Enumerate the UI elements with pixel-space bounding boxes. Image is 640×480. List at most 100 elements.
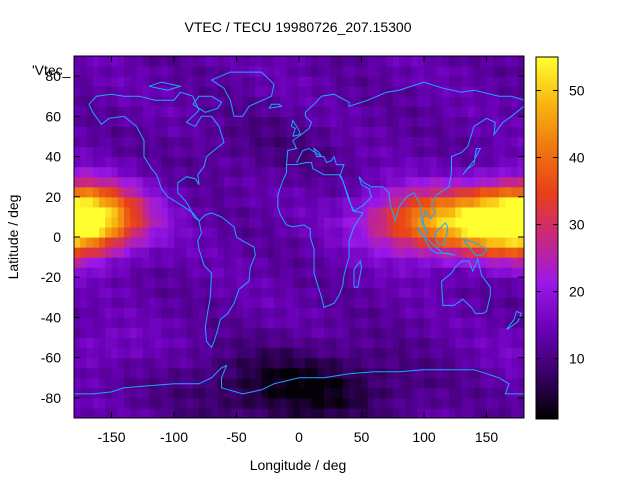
heatmap-cell	[499, 76, 506, 87]
heatmap-cell	[386, 357, 394, 369]
heatmap-cell	[374, 277, 381, 288]
heatmap-cell	[105, 186, 113, 198]
heatmap-cell	[286, 347, 294, 359]
heatmap-cell	[411, 126, 419, 138]
heatmap-cell	[305, 176, 313, 188]
heatmap-cell	[511, 347, 519, 359]
heatmap-cell	[399, 387, 406, 399]
heatmap-cell	[217, 277, 225, 288]
heatmap-cell	[424, 287, 431, 298]
heatmap-cell	[336, 156, 344, 168]
heatmap-cell	[280, 357, 288, 369]
heatmap-cell	[161, 257, 169, 268]
heatmap-cell	[80, 76, 88, 87]
heatmap-cell	[86, 96, 94, 107]
heatmap-cell	[342, 347, 350, 359]
coastline	[417, 226, 456, 256]
heatmap-cell	[174, 317, 181, 329]
heatmap-cell	[349, 287, 356, 298]
heatmap-cell	[117, 367, 125, 379]
heatmap-cell	[180, 66, 188, 77]
heatmap-cell	[336, 407, 344, 418]
heatmap-cell	[311, 216, 319, 228]
heatmap-cell	[299, 377, 306, 389]
heatmap-cell	[299, 96, 306, 107]
heatmap-cell	[292, 357, 300, 369]
heatmap-cell	[167, 216, 175, 228]
heatmap-cell	[217, 387, 225, 399]
y-tick-label: 40	[45, 149, 61, 165]
heatmap-cell	[305, 206, 313, 218]
coastline	[434, 222, 449, 246]
heatmap-cell	[505, 337, 513, 349]
heatmap-cell	[155, 267, 163, 278]
heatmap-cell	[324, 327, 331, 339]
heatmap-cell	[517, 347, 524, 359]
heatmap-cell	[492, 307, 500, 319]
heatmap-cell	[280, 377, 288, 389]
heatmap-cell	[205, 86, 213, 97]
heatmap-cell	[442, 237, 450, 248]
heatmap-cell	[499, 327, 506, 339]
heatmap-cell	[180, 186, 188, 198]
heatmap-cell	[142, 206, 150, 218]
heatmap-cell	[292, 317, 300, 329]
heatmap-cell	[130, 136, 138, 148]
heatmap-cell	[399, 237, 406, 248]
heatmap-cell	[480, 126, 488, 138]
heatmap-cell	[317, 307, 325, 319]
heatmap-cell	[186, 226, 194, 238]
heatmap-cell	[486, 397, 494, 409]
heatmap-cell	[224, 317, 231, 329]
heatmap-cell	[317, 106, 325, 117]
heatmap-cell	[99, 186, 106, 198]
heatmap-cell	[255, 66, 263, 77]
heatmap-cell	[511, 176, 519, 188]
heatmap-cell	[374, 196, 381, 208]
heatmap-cell	[436, 287, 444, 298]
heatmap-cell	[86, 247, 94, 258]
heatmap-cell	[411, 317, 419, 329]
heatmap-cell	[74, 226, 81, 238]
heatmap-cell	[130, 116, 138, 127]
heatmap-cell	[505, 106, 513, 117]
heatmap-cell	[511, 297, 519, 308]
heatmap-cell	[392, 66, 400, 77]
heatmap-cell	[224, 56, 231, 67]
heatmap-cell	[199, 106, 206, 117]
heatmap-cell	[86, 126, 94, 138]
heatmap-cell	[392, 337, 400, 349]
heatmap-cell	[317, 287, 325, 298]
heatmap-cell	[124, 66, 131, 77]
heatmap-cell	[436, 196, 444, 208]
heatmap-cell	[86, 146, 94, 158]
heatmap-cell	[205, 196, 213, 208]
heatmap-cell	[199, 206, 206, 218]
heatmap-cell	[136, 166, 144, 178]
heatmap-cell	[386, 136, 394, 148]
heatmap-cell	[455, 337, 463, 349]
heatmap-cell	[480, 277, 488, 288]
heatmap-cell	[80, 96, 88, 107]
heatmap-cell	[330, 317, 338, 329]
heatmap-cell	[274, 337, 281, 349]
heatmap-cell	[180, 277, 188, 288]
heatmap-cell	[349, 156, 356, 168]
heatmap-cell	[336, 397, 344, 409]
heatmap-cell	[336, 106, 344, 117]
heatmap-cell	[374, 96, 381, 107]
heatmap-cell	[405, 66, 413, 77]
heatmap-cell	[230, 397, 238, 409]
heatmap-cell	[249, 387, 256, 399]
heatmap-cell	[186, 247, 194, 258]
heatmap-cell	[374, 397, 381, 409]
heatmap-cell	[467, 56, 475, 67]
heatmap-cell	[80, 407, 88, 418]
heatmap-cell	[280, 277, 288, 288]
heatmap-cell	[192, 297, 200, 308]
heatmap-cell	[274, 277, 281, 288]
heatmap-cell	[92, 337, 100, 349]
heatmap-cell	[99, 226, 106, 238]
heatmap-cell	[199, 307, 206, 319]
heatmap-cell	[180, 387, 188, 399]
